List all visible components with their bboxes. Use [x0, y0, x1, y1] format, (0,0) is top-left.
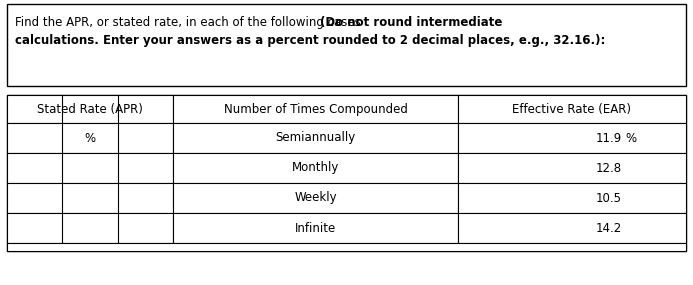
Bar — [173, 123, 458, 153]
Text: Find the APR, or stated rate, in each of the following cases: Find the APR, or stated rate, in each of… — [15, 16, 365, 29]
Bar — [7, 213, 173, 243]
Text: Stated Rate (APR): Stated Rate (APR) — [37, 103, 143, 115]
Text: 11.9: 11.9 — [596, 131, 622, 144]
Text: (Do not round intermediate: (Do not round intermediate — [320, 16, 502, 29]
Bar — [458, 213, 686, 243]
Bar — [173, 213, 458, 243]
Bar — [7, 243, 686, 251]
Text: Effective Rate (EAR): Effective Rate (EAR) — [513, 103, 631, 115]
Bar — [7, 153, 173, 183]
Text: Infinite: Infinite — [295, 221, 336, 235]
Text: Number of Times Compounded: Number of Times Compounded — [224, 103, 407, 115]
Bar — [458, 153, 686, 183]
Text: Semiannually: Semiannually — [275, 131, 356, 144]
Bar — [173, 153, 458, 183]
Bar — [458, 95, 686, 123]
Bar — [458, 123, 686, 153]
Bar — [7, 123, 173, 153]
Bar — [7, 4, 686, 86]
Bar — [173, 183, 458, 213]
Text: Weekly: Weekly — [295, 192, 337, 205]
Text: calculations. Enter your answers as a percent rounded to 2 decimal places, e.g.,: calculations. Enter your answers as a pe… — [15, 34, 606, 47]
Bar — [173, 95, 458, 123]
Text: 10.5: 10.5 — [596, 192, 622, 205]
Bar — [7, 183, 173, 213]
Bar — [458, 183, 686, 213]
Text: Monthly: Monthly — [292, 162, 339, 174]
Text: 14.2: 14.2 — [596, 221, 622, 235]
Bar — [7, 95, 686, 251]
Text: %: % — [625, 131, 636, 144]
Bar — [7, 95, 173, 123]
Text: 12.8: 12.8 — [596, 162, 622, 174]
Text: %: % — [85, 131, 96, 144]
